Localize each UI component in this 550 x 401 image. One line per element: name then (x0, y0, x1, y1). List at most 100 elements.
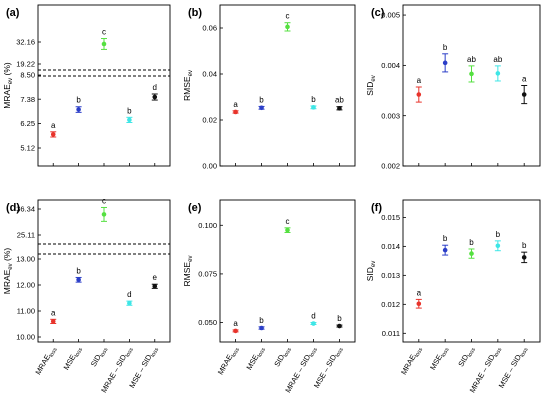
data-point: c (101, 28, 107, 50)
y-tick-label: 0.075 (198, 270, 217, 279)
y-tick-label: 10.00 (16, 333, 35, 342)
mean-marker (495, 243, 501, 249)
mean-marker (285, 227, 290, 233)
mean-marker (416, 92, 422, 97)
panel-label: (d) (6, 202, 20, 214)
panel-label: (c) (371, 7, 385, 19)
data-point: b (310, 95, 317, 110)
panel-label: (a) (6, 7, 20, 19)
mean-marker (259, 105, 264, 111)
x-tick-label: SIDloss (456, 344, 477, 369)
mean-marker (259, 325, 264, 331)
data-point: ab (467, 55, 476, 83)
mean-marker (337, 323, 342, 329)
x-tick-label: MRAEloss (216, 344, 241, 377)
data-point: ab (493, 55, 503, 82)
y-axis-label: MRAEev (%) (2, 248, 14, 295)
mean-marker (521, 92, 527, 97)
mean-marker (285, 24, 290, 30)
significance-letter: b (496, 230, 501, 239)
x-tick-label: MRAEloss (33, 344, 58, 377)
mean-marker (233, 109, 238, 115)
y-tick-label: 13.00 (16, 255, 35, 264)
y-tick-label: 5.12 (20, 144, 35, 153)
data-point: b (521, 241, 528, 264)
data-point: b (442, 43, 449, 73)
significance-letter: d (153, 83, 157, 92)
plot-frame (402, 199, 541, 343)
panel-d: (d) 10.00 11.00 12.00 13.00 25.11 36.34 MRAEev … (2, 196, 171, 394)
y-tick-label: 0.012 (381, 300, 400, 309)
y-tick-label: 8.50 (20, 71, 35, 80)
y-tick-label: 0.013 (381, 271, 400, 280)
y-tick-label: 19.22 (16, 60, 35, 69)
data-point: d (126, 290, 133, 306)
mean-marker (495, 71, 501, 76)
data-point: a (415, 76, 422, 103)
data-point: d (151, 83, 158, 101)
significance-letter: b (76, 96, 81, 105)
data-point: a (232, 100, 239, 115)
y-tick-label: 0.003 (381, 111, 400, 120)
x-tick-label: SIDloss (89, 344, 110, 369)
significance-letter: a (417, 288, 422, 297)
mean-marker (469, 251, 474, 256)
significance-letter: ab (335, 96, 344, 105)
panel-f: (f) 0.011 0.012 0.013 0.014 0.015 SIDev MRAElos… (365, 199, 541, 394)
data-point: a (521, 75, 528, 105)
data-point: a (50, 308, 57, 324)
y-tick-label: 25.11 (17, 231, 35, 240)
mean-marker (50, 132, 56, 137)
significance-letter: ab (493, 55, 502, 64)
mean-marker (416, 301, 422, 307)
y-tick-label: 0.005 (381, 11, 400, 20)
mean-marker (337, 105, 342, 111)
significance-letter: b (443, 234, 448, 243)
significance-letter: c (286, 217, 290, 226)
significance-letter: b (259, 316, 264, 325)
y-tick-label: 0.015 (381, 213, 400, 222)
plot-frame (402, 4, 541, 167)
panel-e: (e) 0.050 0.075 0.100 RMSEev MRAElossMSElossS… (182, 199, 356, 394)
mean-marker (76, 277, 81, 283)
mean-marker (152, 94, 158, 100)
significance-letter: b (522, 241, 527, 250)
significance-letter: a (51, 121, 56, 130)
y-tick-label: 0.002 (381, 162, 400, 171)
significance-letter: b (76, 266, 81, 275)
significance-letter: e (153, 273, 158, 282)
significance-letter: a (417, 76, 422, 85)
mean-marker (50, 319, 56, 324)
y-axis-label: RMSEev (182, 256, 194, 287)
y-tick-label: 0.02 (202, 116, 217, 125)
mean-marker (442, 247, 448, 253)
significance-letter: b (469, 238, 474, 247)
significance-letter: b (311, 95, 316, 104)
data-point: b (442, 234, 449, 256)
data-point: b (75, 266, 82, 283)
panel-a: (a) 5.12 6.25 7.38 8.50 19.22 32.16 MRAEev (%) a… (2, 4, 171, 167)
y-tick-label: 0.014 (381, 242, 400, 251)
significance-letter: c (286, 12, 290, 21)
significance-letter: a (233, 100, 238, 109)
data-point: ab (335, 96, 344, 111)
data-point: a (50, 121, 57, 138)
significance-letter: b (127, 106, 132, 115)
data-point: b (258, 316, 265, 331)
mean-marker (233, 328, 238, 334)
data-point: b (75, 96, 82, 113)
y-tick-label: 0.011 (382, 329, 400, 338)
y-tick-label: 36.34 (16, 205, 35, 214)
significance-letter: d (311, 312, 315, 321)
panel-label: (e) (188, 202, 202, 214)
significance-letter: ab (467, 55, 476, 64)
mean-marker (442, 60, 448, 66)
data-point: b (468, 238, 475, 259)
significance-letter: a (233, 319, 238, 328)
y-tick-label: 11.00 (17, 307, 35, 316)
significance-letter: d (127, 290, 131, 299)
mean-marker (311, 321, 316, 326)
